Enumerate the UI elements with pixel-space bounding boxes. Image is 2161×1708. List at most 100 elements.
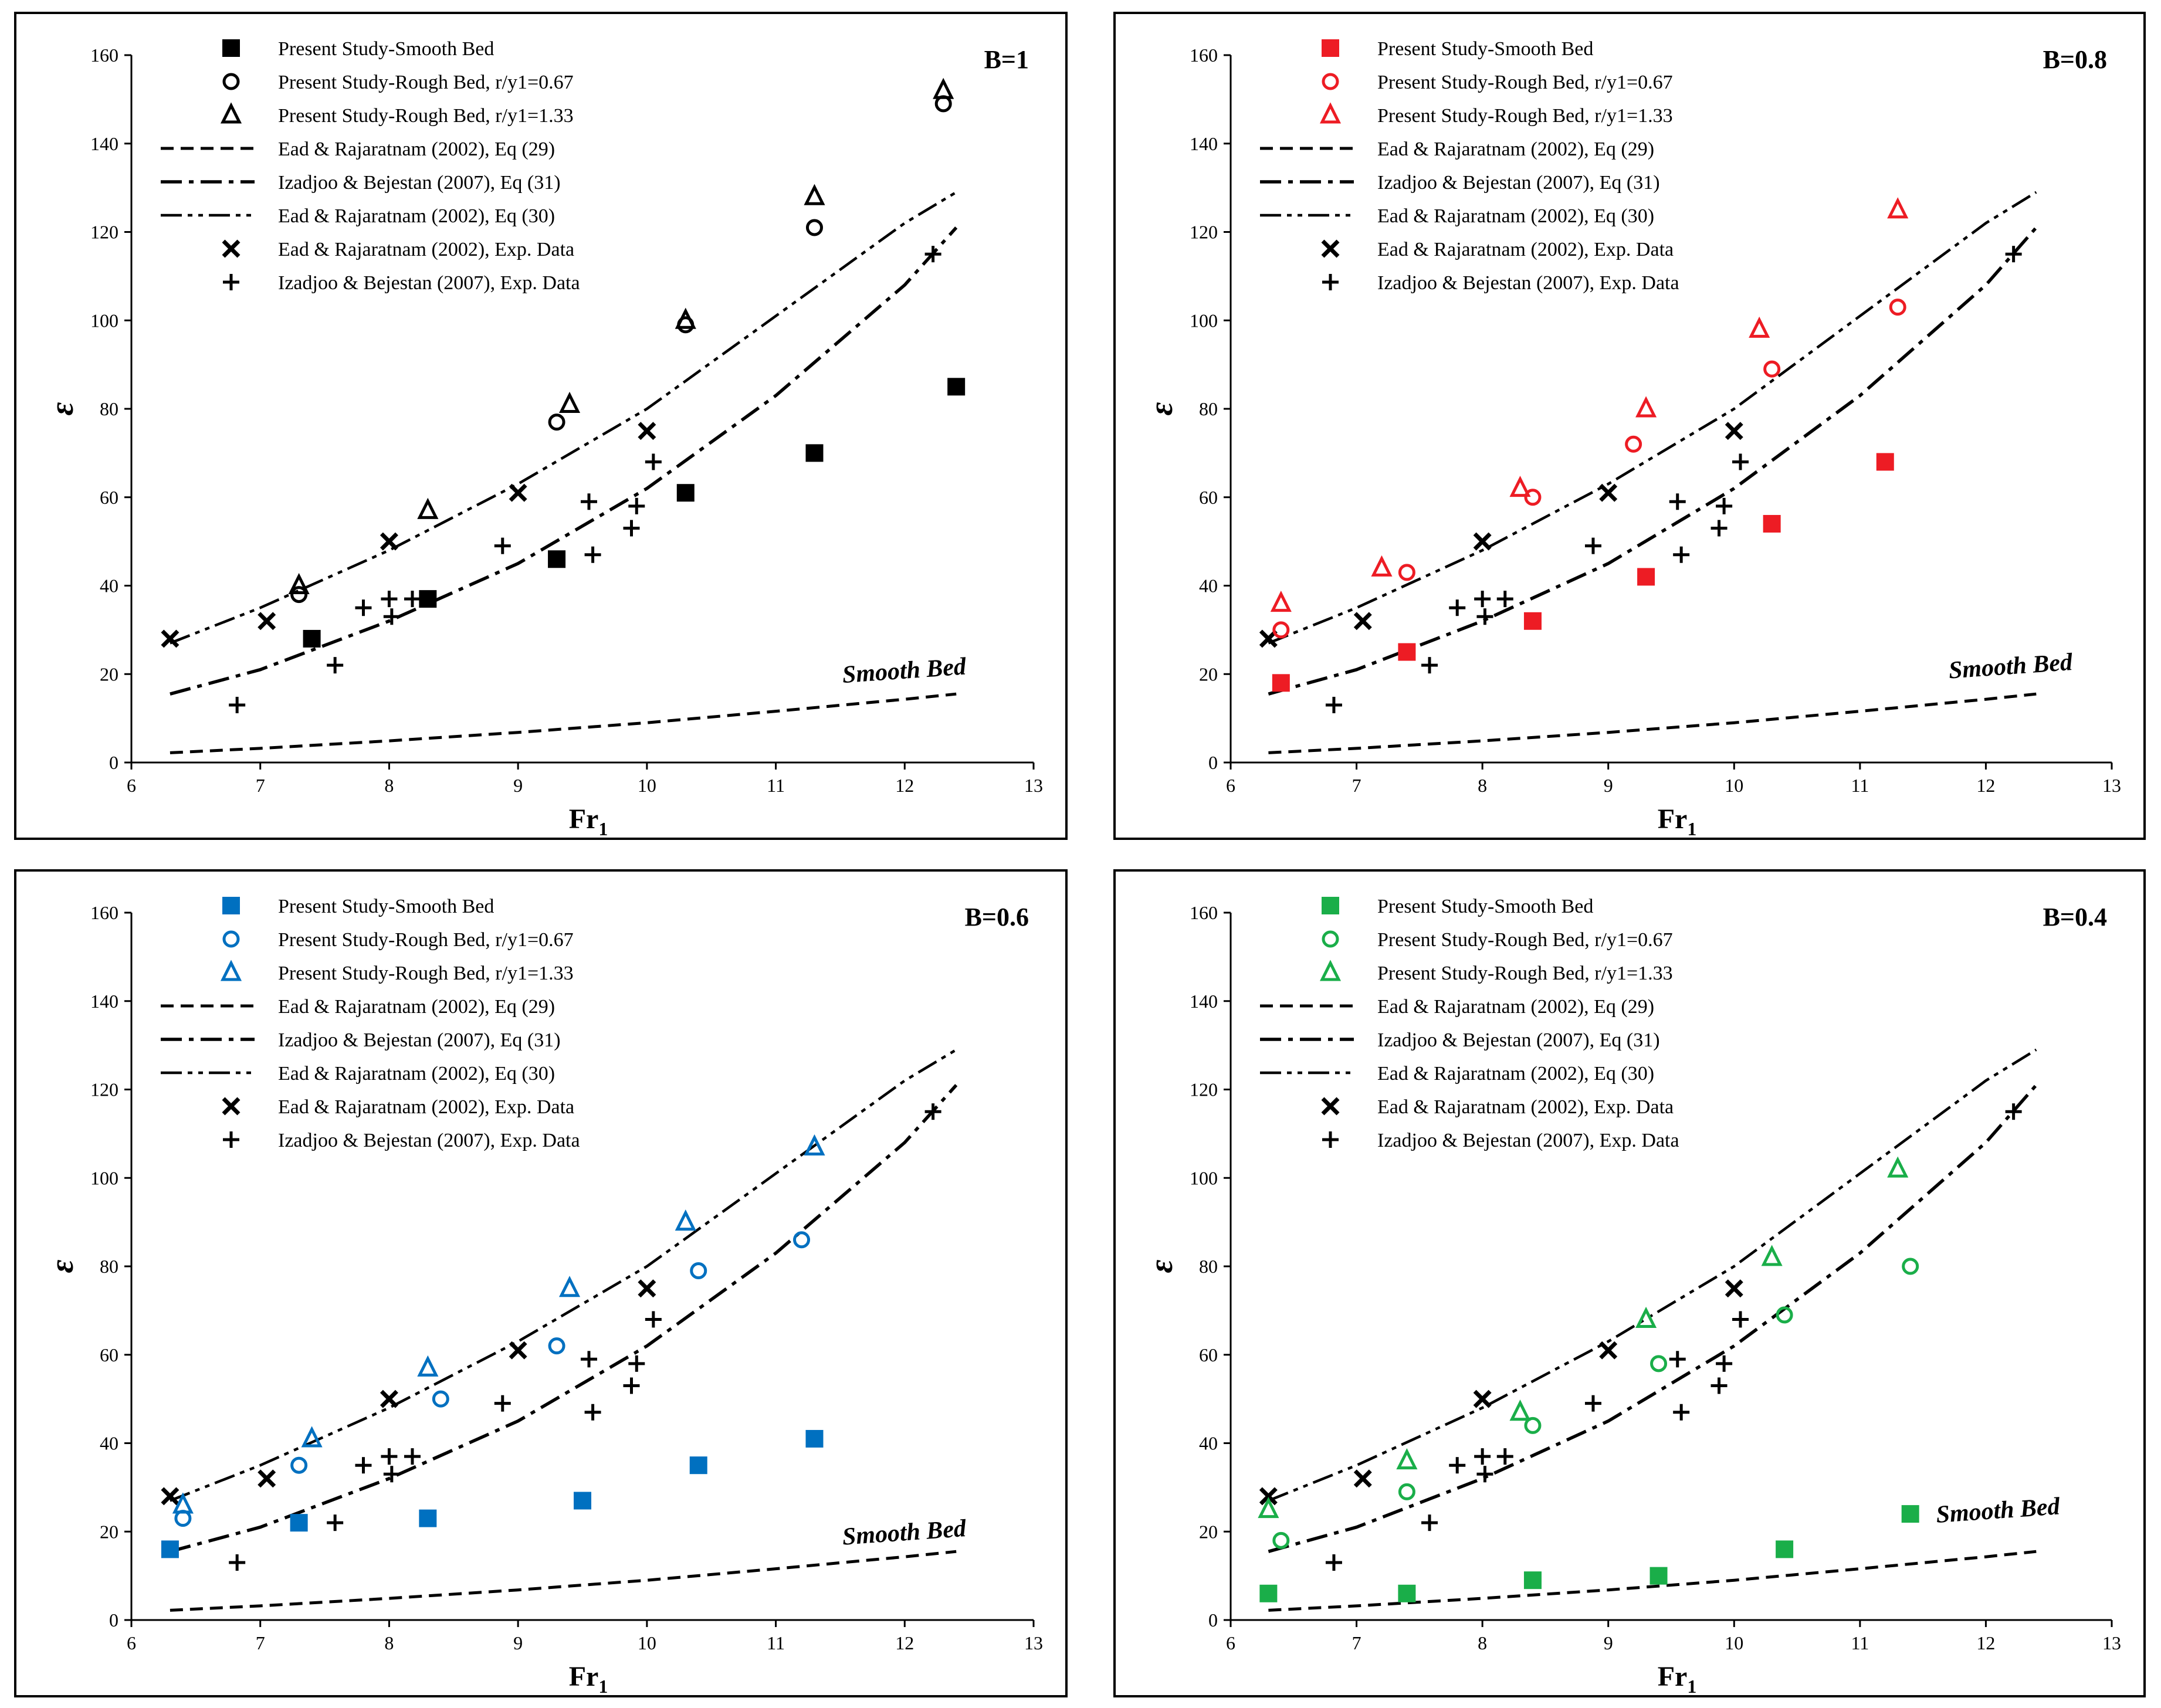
izadjoo-exp-point — [381, 591, 398, 608]
y-tick-label: 40 — [1199, 575, 1218, 597]
present-smooth-point — [1763, 514, 1781, 533]
ead-exp-point — [1473, 532, 1492, 551]
y-tick-label: 140 — [1190, 991, 1218, 1012]
chart-panel-b04: 6 7 8 9 10 11 12 13 0 20 40 60 80 100 120 140 160 Fr1 ε B=0… — [1113, 869, 2146, 1697]
legend-swatch-present-rough-067 — [222, 73, 240, 90]
plot-b04: 6 7 8 9 10 11 12 13 0 20 40 60 80 100 120 140 160 Fr1 ε B=0… — [1143, 896, 2121, 1695]
x-tick-label: 7 — [1352, 1632, 1361, 1653]
legend-swatch-ead-exp — [1321, 239, 1340, 258]
y-tick-label: 0 — [1208, 1609, 1218, 1631]
present-rough-067-point — [793, 1231, 811, 1249]
izadjoo-exp-point — [1421, 1514, 1438, 1531]
ead-exp-point — [1353, 1469, 1372, 1488]
izadjoo-exp-point — [1732, 453, 1749, 470]
x-tick-label: 9 — [513, 1632, 523, 1653]
curve-ead-eq29 — [170, 1550, 957, 1612]
legend-label-ead-exp: Ead & Rajaratnam (2002), Exp. Data — [1377, 239, 1674, 260]
chart-panel-b06: 6 7 8 9 10 11 12 13 0 20 40 60 80 100 120 140 160 Fr1 ε B=0… — [14, 869, 1068, 1697]
present-rough-133-point — [558, 391, 581, 413]
izadjoo-exp-point — [1496, 1448, 1513, 1465]
legend-label-ead-eq30: Ead & Rajaratnam (2002), Eq (30) — [1377, 205, 1654, 227]
izadjoo-exp-point — [494, 537, 511, 554]
present-smooth-point — [303, 629, 321, 648]
y-tick-label: 60 — [100, 487, 118, 508]
izadjoo-exp-point — [1474, 591, 1491, 608]
y-tick-label: 80 — [1199, 398, 1218, 419]
present-rough-067-point — [1272, 1531, 1290, 1549]
plot-b1: 6 7 8 9 10 11 12 13 0 20 40 60 80 100 120 140 160 Fr1 ε B=1… — [44, 38, 1043, 838]
izadjoo-exp-point — [1476, 1466, 1493, 1483]
izadjoo-exp-point — [1325, 697, 1342, 714]
x-tick-label: 8 — [1478, 775, 1487, 796]
present-rough-067-point — [1524, 489, 1542, 506]
x-tick-label: 8 — [384, 1632, 394, 1653]
x-tick-label: 12 — [895, 1632, 914, 1653]
izadjoo-exp-point — [584, 1404, 601, 1421]
present-smooth-point — [947, 378, 966, 396]
legend-swatch-present-rough-067 — [222, 930, 240, 948]
legend-label-ead-eq29: Ead & Rajaratnam (2002), Eq (29) — [278, 138, 555, 160]
y-tick-label: 120 — [90, 1079, 118, 1100]
legend-label-present-rough-133: Present Study-Rough Bed, r/y1=1.33 — [1377, 963, 1673, 984]
present-smooth-point — [548, 550, 566, 568]
present-rough-067-point — [1625, 435, 1642, 453]
curve-izadjoo-eq31 — [1268, 226, 2038, 696]
legend-label-present-smooth: Present Study-Smooth Bed — [278, 38, 494, 60]
izadjoo-exp-point — [1710, 1377, 1728, 1394]
ead-exp-point — [161, 1487, 179, 1506]
legend-swatch-izadjoo-exp — [223, 1131, 239, 1148]
izadjoo-exp-point — [924, 1103, 941, 1120]
legend-label-izadjoo-exp: Izadjoo & Bejestan (2007), Exp. Data — [1377, 272, 1679, 294]
y-tick-label: 100 — [90, 310, 118, 331]
legend-label-present-rough-067: Present Study-Rough Bed, r/y1=0.67 — [278, 929, 574, 951]
present-rough-067-point — [290, 586, 308, 604]
present-rough-133-point — [804, 184, 825, 205]
x-tick-label: 10 — [638, 775, 656, 796]
legend-swatch-present-rough-133 — [1319, 102, 1342, 124]
izadjoo-exp-point — [229, 1554, 246, 1571]
present-rough-133-point — [1887, 1156, 1909, 1178]
izadjoo-exp-point — [2005, 246, 2022, 263]
y-tick-label: 80 — [100, 1256, 118, 1277]
axes: 6 7 8 9 10 11 12 13 0 20 40 60 80 100 120 140 160 Fr1 ε — [44, 45, 1043, 838]
x-tick-label: 9 — [1604, 1632, 1613, 1653]
ead-exp-point — [1725, 1279, 1743, 1298]
present-smooth-point — [1649, 1567, 1668, 1585]
x-tick-label: 7 — [1352, 775, 1361, 796]
present-smooth-point — [1523, 612, 1542, 630]
present-rough-133-point — [804, 1134, 825, 1155]
legend-label-izadjoo-exp: Izadjoo & Bejestan (2007), Exp. Data — [1377, 1130, 1679, 1151]
present-rough-133-point — [417, 1355, 439, 1377]
panel-label: B=0.6 — [965, 903, 1029, 931]
izadjoo-exp-point — [229, 697, 246, 714]
y-axis-title: ε — [1143, 402, 1180, 415]
present-rough-133-point — [1258, 1496, 1279, 1519]
present-smooth-point — [676, 484, 695, 502]
x-tick-label: 12 — [895, 775, 914, 796]
izadjoo-exp-point — [381, 1448, 398, 1465]
present-smooth-point — [574, 1492, 591, 1510]
x-tick-label: 6 — [1226, 775, 1235, 796]
legend-label-present-rough-067: Present Study-Rough Bed, r/y1=0.67 — [278, 72, 574, 93]
izadjoo-exp-point — [645, 453, 662, 470]
chart-panel-b08: 6 7 8 9 10 11 12 13 0 20 40 60 80 100 120 140 160 Fr1 ε B=0… — [1113, 12, 2146, 840]
x-axis-title: Fr1 — [1658, 1661, 1697, 1695]
curve-izadjoo-eq31 — [170, 1084, 958, 1553]
present-rough-067-point — [1889, 299, 1906, 316]
izadjoo-exp-point — [1449, 599, 1466, 616]
y-tick-label: 60 — [100, 1344, 118, 1365]
y-tick-label: 140 — [90, 133, 118, 154]
izadjoo-exp-point — [580, 493, 597, 510]
legend-label-izadjoo-eq31: Izadjoo & Bejestan (2007), Eq (31) — [278, 172, 561, 194]
izadjoo-exp-point — [1669, 1351, 1686, 1368]
smooth-bed-annotation: Smooth Bed — [1935, 1493, 2061, 1529]
x-tick-label: 11 — [767, 775, 785, 796]
izadjoo-exp-point — [628, 497, 645, 514]
legend-label-present-smooth: Present Study-Smooth Bed — [278, 896, 494, 917]
x-tick-label: 9 — [513, 775, 523, 796]
izadjoo-exp-point — [584, 546, 601, 563]
legend-swatch-present-rough-133 — [220, 102, 242, 124]
legend-label-present-smooth: Present Study-Smooth Bed — [1377, 896, 1593, 917]
y-tick-label: 40 — [1199, 1433, 1218, 1454]
ead-exp-point — [380, 1390, 398, 1408]
